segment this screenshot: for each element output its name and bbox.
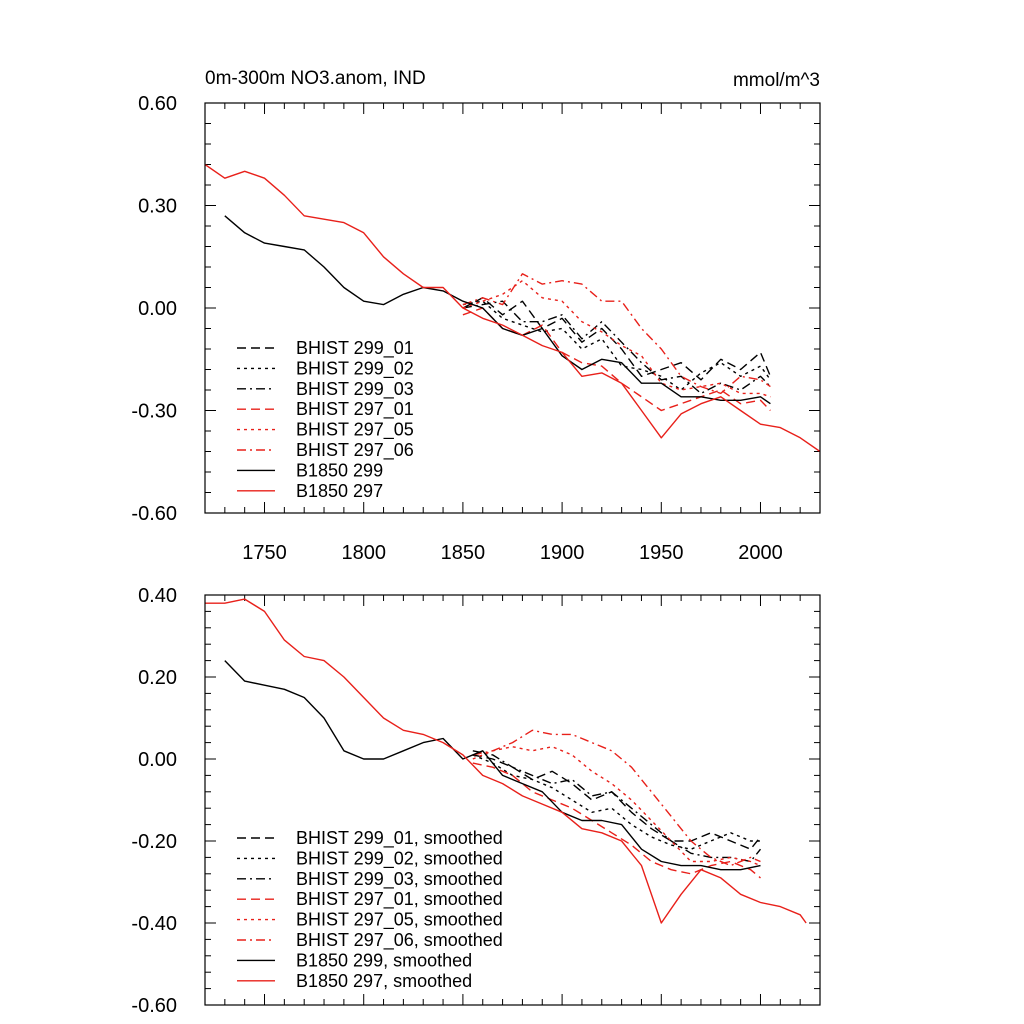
x-tick-label: 1950 <box>639 542 684 564</box>
y-tick-label: 0.00 <box>138 749 177 771</box>
legend-label: BHIST 299_02 <box>296 358 414 379</box>
series-line-2 <box>472 750 762 863</box>
legend-label: BHIST 297_05 <box>296 420 414 441</box>
legend-label: B1850 299 <box>296 460 383 480</box>
series-line-0 <box>462 297 772 381</box>
legend-label: BHIST 297_01, smoothed <box>296 889 503 910</box>
top-panel-title: 0m-300m NO3.anom, IND <box>205 68 426 89</box>
series-line-6 <box>224 660 761 871</box>
legend-label: BHIST 299_02, smoothed <box>296 848 503 869</box>
top-panel-axes: 0.60 0.30 0.00 -0.30 -0.60 1750 1800 1850 1900 19… <box>131 93 821 564</box>
series-line-2 <box>462 300 771 395</box>
bottom-panel: 0.40 0.20 0.00 -0.20 -0.40 -0.60 BHIST 299_01… <box>131 585 821 1017</box>
series-line-7 <box>205 598 807 924</box>
series-line-7 <box>205 163 820 453</box>
legend-label: BHIST 297_01 <box>296 399 414 420</box>
y-tick-label: 0.40 <box>138 585 177 607</box>
y-tick-label: 0.00 <box>138 298 177 320</box>
bottom-panel-series <box>205 598 807 924</box>
y-tick-label: -0.30 <box>131 401 177 423</box>
y-tick-label: 0.60 <box>138 93 177 115</box>
legend-label: B1850 297 <box>296 481 383 501</box>
y-tick-label: -0.60 <box>131 995 177 1017</box>
bottom-panel-axes: 0.40 0.20 0.00 -0.20 -0.40 -0.60 <box>131 585 821 1017</box>
bottom-panel-frame <box>204 594 821 1006</box>
y-tick-label: 0.20 <box>138 667 177 689</box>
legend-label: BHIST 297_05, smoothed <box>296 910 503 931</box>
y-tick-label: -0.60 <box>131 503 177 525</box>
legend-label: B1850 299, smoothed <box>296 950 472 970</box>
top-panel-units: mmol/m^3 <box>733 70 820 91</box>
series-line-6 <box>224 215 771 405</box>
series-line-5 <box>472 729 761 867</box>
legend-label: BHIST 299_03 <box>296 379 414 400</box>
y-tick-label: -0.20 <box>131 831 177 853</box>
legend-label: BHIST 299_01 <box>296 338 414 359</box>
legend-label: BHIST 299_01, smoothed <box>296 828 503 849</box>
series-line-4 <box>472 746 761 867</box>
legend-label: B1850 297, smoothed <box>296 971 472 991</box>
legend-label: BHIST 297_06 <box>296 440 414 461</box>
x-tick-label: 1750 <box>242 542 287 564</box>
series-line-0 <box>472 754 762 850</box>
x-tick-label: 2000 <box>738 542 783 564</box>
x-tick-label: 1850 <box>441 542 486 564</box>
x-tick-label: 1800 <box>341 542 386 564</box>
legend-label: BHIST 297_06, smoothed <box>296 930 503 951</box>
top-panel-frame <box>204 102 821 514</box>
y-tick-label: 0.30 <box>138 196 177 218</box>
legend-label: BHIST 299_03, smoothed <box>296 869 503 890</box>
x-tick-label: 1900 <box>540 542 585 564</box>
y-tick-label: -0.40 <box>131 913 177 935</box>
top-panel: 0m-300m NO3.anom, IND mmol/m^3 0.600.300… <box>131 68 821 564</box>
series-line-5 <box>462 273 771 395</box>
series-line-1 <box>462 300 771 391</box>
top-panel-series <box>205 163 820 453</box>
series-line-3 <box>472 762 761 879</box>
